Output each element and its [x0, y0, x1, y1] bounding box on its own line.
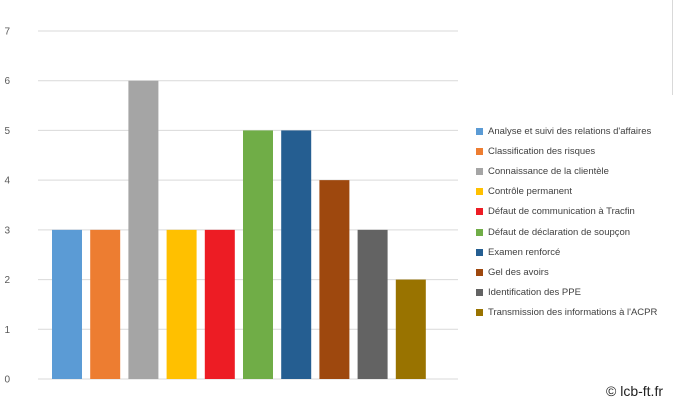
- y-axis-tick-labels: 0 1 2 3 4 5 6 7: [4, 27, 10, 386]
- legend-item: Examen renforcé: [476, 242, 673, 262]
- legend-swatch: [476, 208, 483, 216]
- legend-swatch: [476, 228, 483, 236]
- y-tick-label: 1: [4, 325, 10, 336]
- legend-swatch: [476, 167, 483, 175]
- legend-item: Identification des PPE: [476, 283, 673, 303]
- bar-2: [90, 229, 121, 379]
- legend-item: Contrôle permanent: [476, 182, 673, 202]
- bar-6: [243, 130, 273, 379]
- y-tick-label: 6: [4, 76, 10, 87]
- bar-8: [319, 180, 350, 379]
- y-tick-label: 5: [4, 126, 10, 137]
- legend-label: Identification des PPE: [488, 287, 581, 299]
- bar-5: [204, 229, 235, 379]
- legend-swatch: [476, 127, 483, 135]
- bar-10: [395, 279, 426, 379]
- y-tick-label: 3: [4, 225, 10, 236]
- legend-label: Gel des avoirs: [488, 266, 549, 278]
- legend-label: Contrôle permanent: [488, 186, 572, 198]
- legend-label: Défaut de déclaration de soupçon: [488, 226, 631, 238]
- legend-item: Classification des risques: [476, 141, 673, 161]
- legend-item: Défaut de communication à Tracfin: [476, 202, 673, 222]
- legend-item: Gel des avoirs: [476, 262, 673, 282]
- legend-label: Analyse et suivi des relations d'affaire…: [488, 125, 652, 137]
- legend-swatch: [476, 248, 483, 256]
- bar-4: [166, 229, 197, 379]
- y-tick-label: 2: [4, 275, 10, 286]
- chart-legend: Analyse et suivi des relations d'affaire…: [476, 121, 673, 323]
- legend-item: Transmission des informations à l'ACPR: [476, 303, 673, 323]
- legend-item: Connaissance de la clientèle: [476, 161, 673, 181]
- bar-3: [128, 80, 159, 379]
- y-tick-label: 0: [4, 375, 10, 386]
- legend-label: Examen renforcé: [488, 246, 561, 258]
- legend-swatch: [476, 289, 483, 297]
- bar-9: [357, 229, 388, 379]
- legend-label: Classification des risques: [488, 145, 596, 157]
- legend-item: Défaut de déclaration de soupçon: [476, 222, 673, 242]
- copyright-watermark: © lcb-ft.fr: [606, 383, 663, 399]
- y-tick-label: 7: [4, 27, 10, 38]
- bar-7: [281, 130, 312, 379]
- legend-swatch: [476, 309, 483, 317]
- legend-swatch: [476, 188, 483, 196]
- legend-label: Connaissance de la clientèle: [488, 165, 609, 177]
- legend-label: Défaut de communication à Tracfin: [488, 206, 635, 218]
- legend-label: Transmission des informations à l'ACPR: [488, 307, 658, 319]
- bar-1: [52, 229, 82, 379]
- legend-swatch: [476, 268, 483, 276]
- legend-item: Analyse et suivi des relations d'affaire…: [476, 121, 673, 141]
- bars: [52, 80, 426, 379]
- legend-swatch: [476, 147, 483, 155]
- y-tick-label: 4: [4, 176, 10, 187]
